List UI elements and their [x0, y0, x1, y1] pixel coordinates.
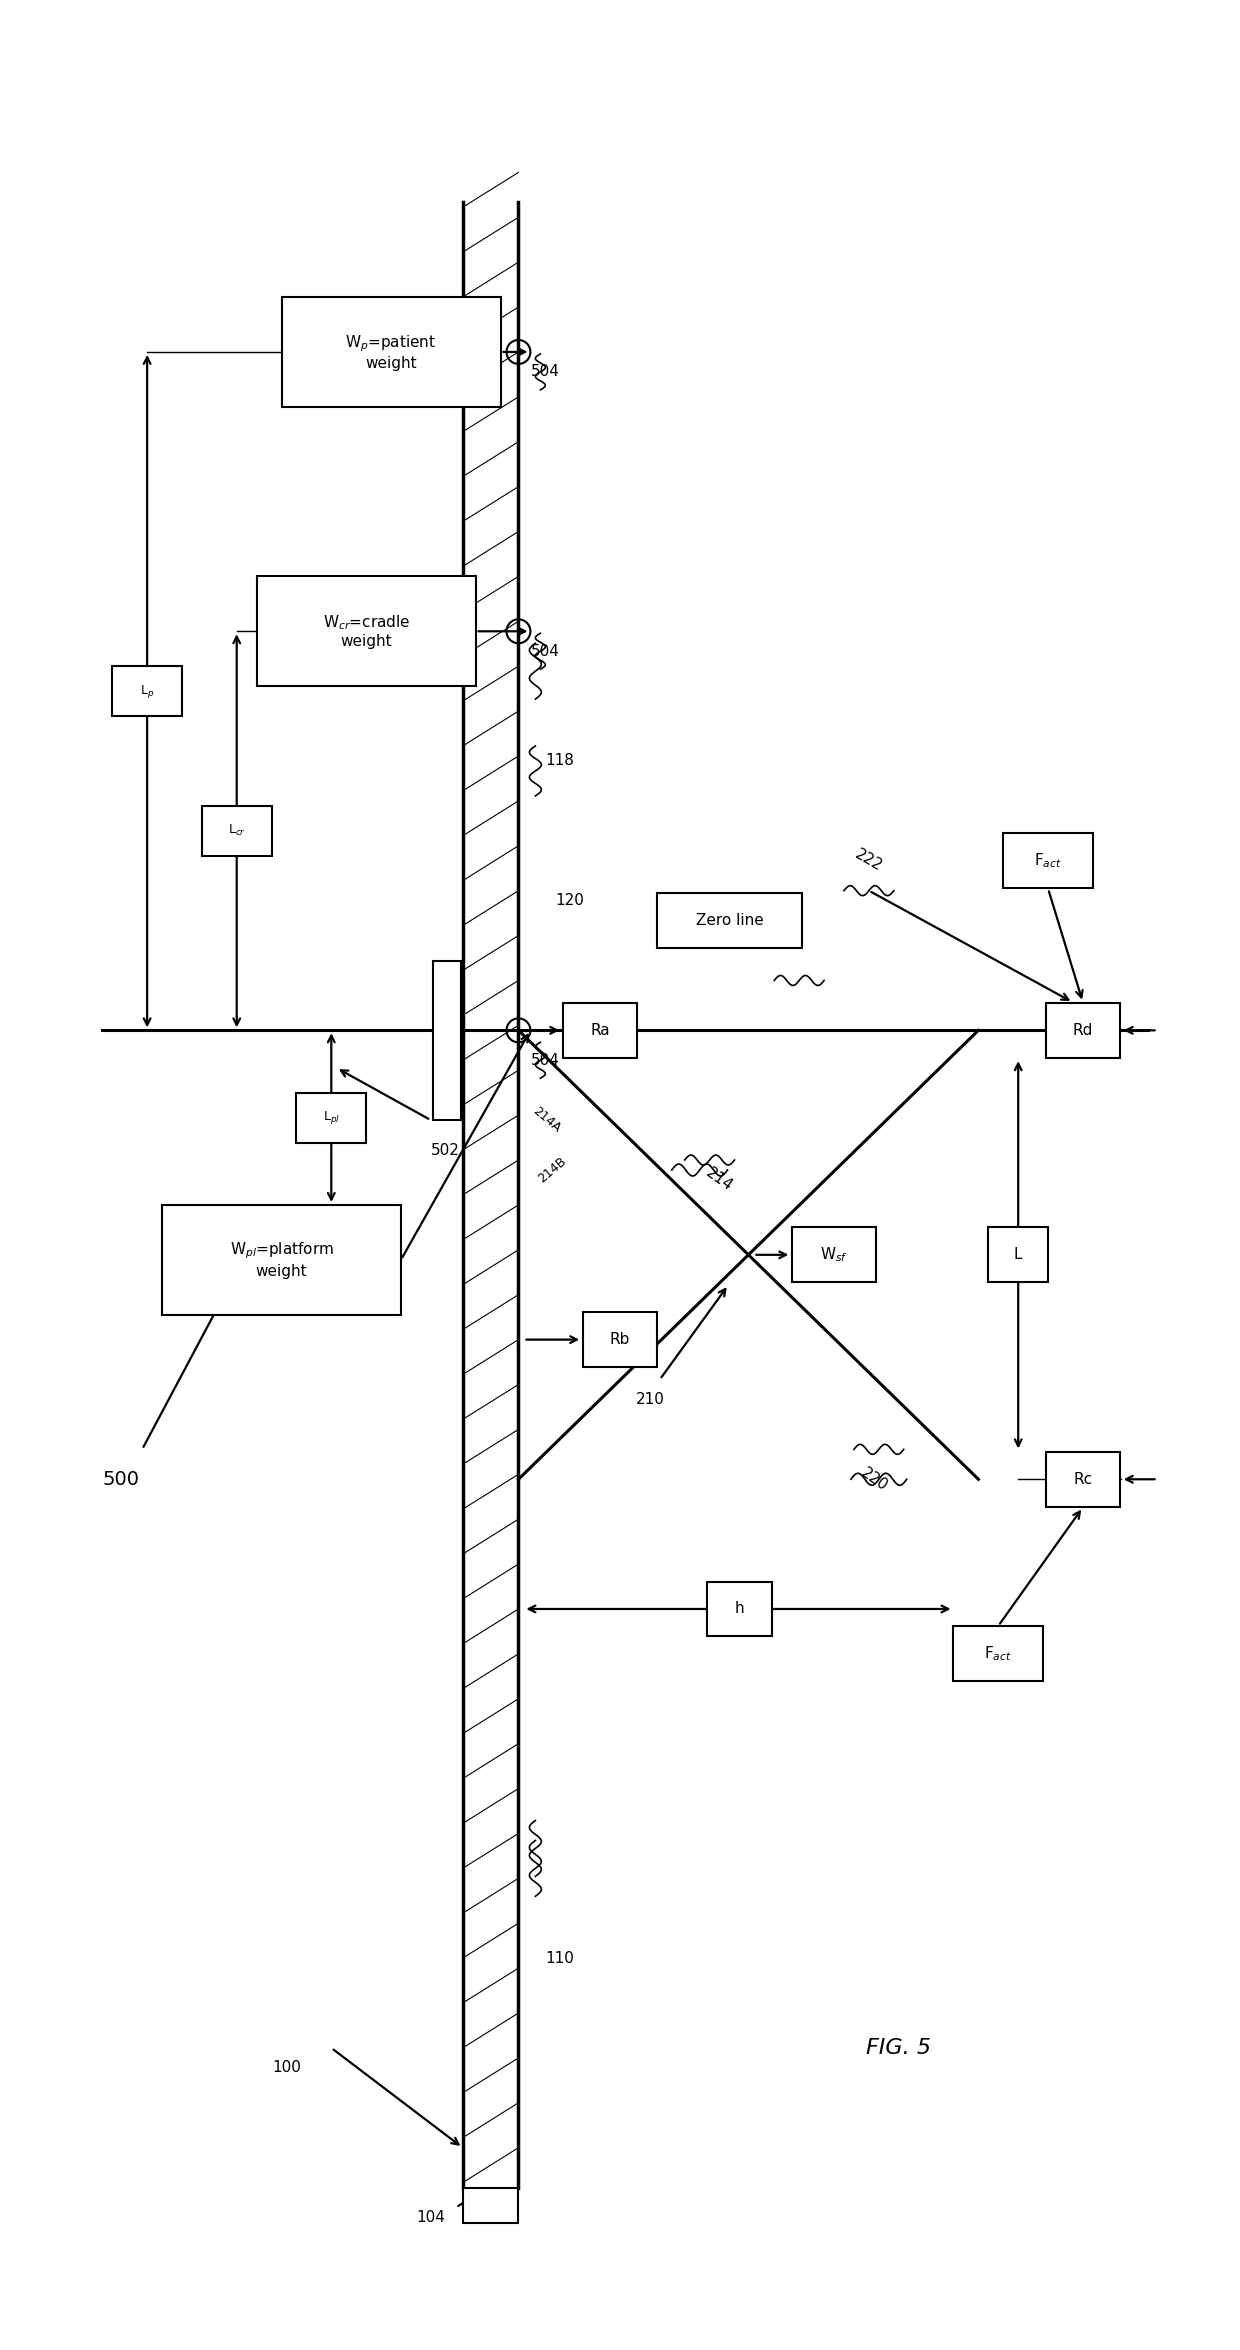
FancyBboxPatch shape [583, 1311, 657, 1368]
FancyBboxPatch shape [113, 665, 182, 717]
Text: 504: 504 [531, 644, 559, 658]
FancyBboxPatch shape [563, 1003, 637, 1058]
Text: L$_p$: L$_p$ [140, 682, 154, 700]
Text: W$_p$=patient
weight: W$_p$=patient weight [346, 334, 436, 371]
FancyBboxPatch shape [1045, 1003, 1120, 1058]
FancyBboxPatch shape [1003, 834, 1092, 888]
Text: 110: 110 [546, 1950, 574, 1965]
Text: 214B: 214B [536, 1154, 568, 1184]
Text: 104: 104 [417, 2209, 445, 2225]
FancyBboxPatch shape [657, 893, 802, 947]
FancyBboxPatch shape [257, 576, 476, 686]
Text: 500: 500 [103, 1469, 139, 1490]
Text: 120: 120 [556, 893, 584, 907]
Text: 220: 220 [858, 1464, 890, 1495]
Text: W$_{sf}$: W$_{sf}$ [820, 1246, 848, 1264]
FancyBboxPatch shape [791, 1227, 877, 1283]
FancyBboxPatch shape [954, 1626, 1043, 1680]
Text: h: h [734, 1600, 744, 1617]
Text: 100: 100 [272, 2061, 301, 2075]
Text: Rd: Rd [1073, 1022, 1094, 1039]
FancyBboxPatch shape [202, 806, 272, 855]
FancyBboxPatch shape [707, 1582, 771, 1636]
Text: 504: 504 [531, 364, 559, 378]
Text: F$_{act}$: F$_{act}$ [985, 1645, 1012, 1664]
Text: W$_{cr}$=cradle
weight: W$_{cr}$=cradle weight [322, 613, 409, 649]
Text: L: L [1014, 1248, 1023, 1262]
Text: W$_{pl}$=platform
weight: W$_{pl}$=platform weight [229, 1241, 334, 1278]
FancyBboxPatch shape [433, 961, 461, 1121]
Text: L$_{cr}$: L$_{cr}$ [228, 822, 246, 839]
Text: Rc: Rc [1074, 1471, 1092, 1488]
Text: FIG. 5: FIG. 5 [867, 2037, 931, 2059]
Text: 214: 214 [703, 1166, 735, 1194]
Text: Zero line: Zero line [696, 914, 764, 928]
Text: 118: 118 [546, 754, 574, 768]
Text: 214A: 214A [531, 1104, 563, 1135]
Text: 502: 502 [430, 1142, 460, 1159]
FancyBboxPatch shape [1045, 1452, 1120, 1506]
FancyBboxPatch shape [162, 1206, 401, 1314]
FancyBboxPatch shape [296, 1093, 366, 1142]
FancyBboxPatch shape [988, 1227, 1048, 1283]
Text: 210: 210 [635, 1391, 665, 1408]
FancyBboxPatch shape [281, 296, 501, 407]
Text: 504: 504 [531, 1053, 559, 1067]
Text: Ra: Ra [590, 1022, 610, 1039]
Text: Rb: Rb [610, 1332, 630, 1347]
FancyBboxPatch shape [464, 2188, 518, 2223]
Text: F$_{act}$: F$_{act}$ [1034, 851, 1061, 870]
Text: L$_{pl}$: L$_{pl}$ [322, 1109, 340, 1126]
Text: 222: 222 [853, 846, 885, 874]
